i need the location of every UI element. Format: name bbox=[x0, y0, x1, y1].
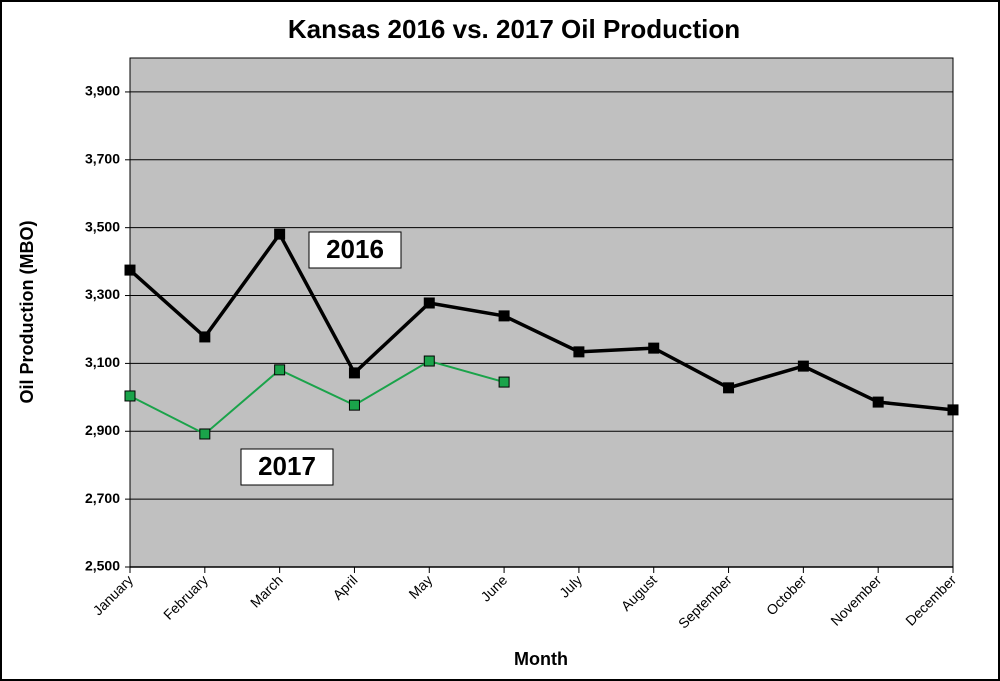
series-annotation-box bbox=[240, 448, 334, 486]
series-annotation: 2017 bbox=[258, 451, 316, 481]
y-tick-label: 2,500 bbox=[85, 558, 120, 574]
y-tick-label: 3,700 bbox=[85, 151, 120, 167]
data-point bbox=[124, 264, 136, 276]
data-point bbox=[423, 297, 435, 309]
data-point bbox=[124, 390, 136, 402]
data-point bbox=[498, 310, 510, 322]
data-point bbox=[648, 342, 660, 354]
y-tick-label: 2,700 bbox=[85, 490, 120, 506]
data-point bbox=[274, 364, 286, 376]
series-line bbox=[128, 230, 954, 412]
data-point bbox=[199, 428, 211, 440]
series-annotation-box bbox=[308, 231, 402, 269]
data-point bbox=[348, 367, 360, 379]
data-point bbox=[947, 404, 959, 416]
y-tick-label: 3,900 bbox=[85, 83, 120, 99]
y-axis-label: Oil Production (MBO) bbox=[17, 221, 37, 404]
data-point bbox=[274, 228, 286, 240]
y-tick-label: 3,100 bbox=[85, 354, 120, 370]
y-tick-label: 3,500 bbox=[85, 218, 120, 234]
chart-title: Kansas 2016 vs. 2017 Oil Production bbox=[288, 14, 740, 44]
y-tick-label: 3,300 bbox=[85, 286, 120, 302]
x-axis-label: Month bbox=[514, 649, 568, 669]
data-point bbox=[348, 399, 360, 411]
data-point bbox=[797, 360, 809, 372]
data-point bbox=[199, 331, 211, 343]
plot-area bbox=[129, 57, 954, 568]
series-line bbox=[129, 359, 505, 436]
data-point bbox=[498, 376, 510, 388]
data-point bbox=[423, 355, 435, 367]
data-point bbox=[723, 382, 735, 394]
data-point bbox=[573, 346, 585, 358]
data-point bbox=[872, 396, 884, 408]
series-annotation: 2016 bbox=[326, 234, 384, 264]
y-tick-label: 2,900 bbox=[85, 422, 120, 438]
